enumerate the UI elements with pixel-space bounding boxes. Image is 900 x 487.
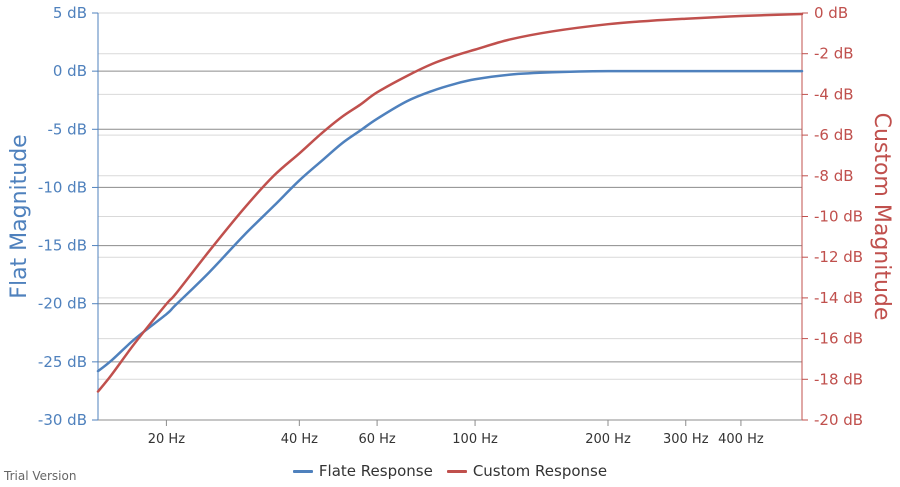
right-tick-label: -4 dB xyxy=(814,85,854,103)
y-axis-right-title: Custom Magnitude xyxy=(869,113,894,321)
left-tick-label: -25 dB xyxy=(38,353,87,371)
grid-lines xyxy=(98,12,802,421)
x-tick-label: 20 Hz xyxy=(148,432,185,447)
right-tick-label: -14 dB xyxy=(814,289,863,307)
series-lines xyxy=(96,12,804,393)
right-tick-label: 0 dB xyxy=(814,4,848,22)
left-tick-label: 5 dB xyxy=(53,4,87,22)
left-tick-label: -20 dB xyxy=(38,295,87,313)
x-tick-label: 60 Hz xyxy=(358,432,395,447)
series-line-flat xyxy=(96,69,804,373)
chart-legend: Flate Response Custom Response xyxy=(0,462,900,480)
left-tick-label: -30 dB xyxy=(38,411,87,429)
trial-version-label: Trial Version xyxy=(4,469,77,483)
x-tick-label: 200 Hz xyxy=(585,432,631,447)
x-axis-ticks: 20 Hz 40 Hz 60 Hz 100 Hz 200 Hz 300 Hz 400 Hz xyxy=(148,420,764,447)
right-tick-label: -20 dB xyxy=(814,411,863,429)
right-tick-label: -2 dB xyxy=(814,45,854,63)
x-tick-label: 300 Hz xyxy=(663,432,709,447)
right-tick-label: -16 dB xyxy=(814,330,863,348)
legend-swatch-flat xyxy=(292,469,313,473)
right-axis-ticks: 0 dB -2 dB -4 dB -6 dB -8 dB -10 dB -12 dB -14 … xyxy=(802,4,863,429)
legend-item-custom[interactable]: Custom Response xyxy=(446,462,608,480)
x-tick-label: 400 Hz xyxy=(718,432,764,447)
legend-label-custom: Custom Response xyxy=(472,462,608,480)
legend-label-flat: Flate Response xyxy=(318,462,433,480)
right-tick-label: -10 dB xyxy=(814,208,863,226)
left-axis-ticks: 5 dB 0 dB -5 dB -10 dB -15 dB -20 dB -25 dB -30… xyxy=(38,4,98,429)
x-tick-label: 100 Hz xyxy=(452,432,498,447)
right-tick-label: -12 dB xyxy=(814,248,863,266)
right-tick-label: -18 dB xyxy=(814,370,863,388)
legend-item-flat[interactable]: Flate Response xyxy=(292,462,433,480)
left-tick-label: -5 dB xyxy=(47,120,87,138)
left-tick-label: -10 dB xyxy=(38,178,87,196)
series-line-custom xyxy=(96,12,804,393)
right-tick-label: -6 dB xyxy=(814,126,854,144)
left-tick-label: -15 dB xyxy=(38,237,87,255)
left-tick-label: 0 dB xyxy=(53,62,87,80)
legend-swatch-custom xyxy=(446,469,467,473)
y-axis-left-title: Flat Magnitude xyxy=(7,134,32,298)
x-tick-label: 40 Hz xyxy=(281,432,318,447)
right-tick-label: -8 dB xyxy=(814,167,854,185)
